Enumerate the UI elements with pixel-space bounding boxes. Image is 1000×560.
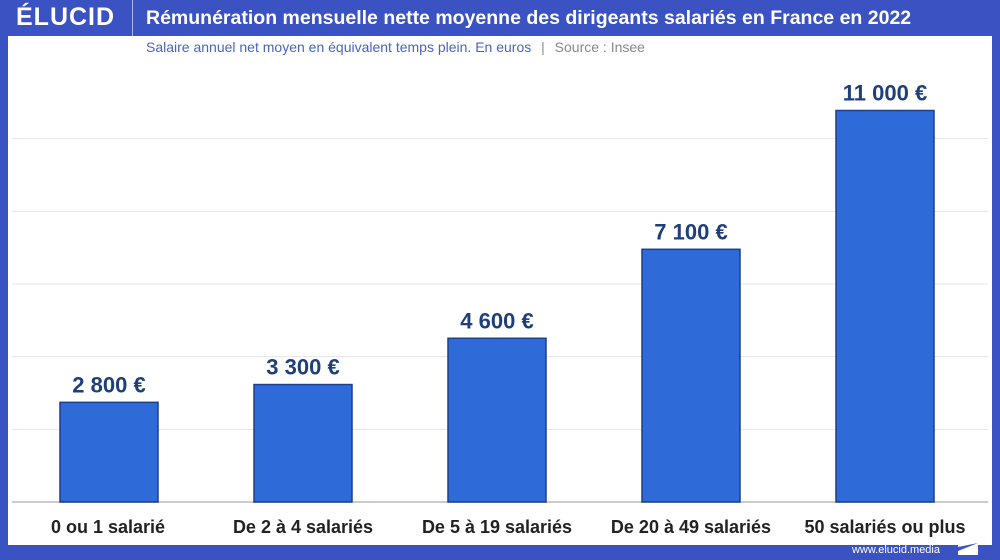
data-label: 7 100 € bbox=[654, 219, 727, 244]
data-label: 4 600 € bbox=[460, 308, 533, 333]
elucid-logo: ÉLUCID bbox=[16, 3, 116, 31]
subtitle-text: Salaire annuel net moyen en équivalent t… bbox=[146, 39, 532, 55]
x-tick-label: De 5 à 19 salariés bbox=[422, 517, 572, 537]
bar bbox=[253, 383, 353, 503]
bar bbox=[835, 109, 935, 503]
data-label: 2 800 € bbox=[72, 372, 145, 397]
x-tick-label: 50 salariés ou plus bbox=[804, 517, 965, 537]
chart-title: Rémunération mensuelle nette moyenne des… bbox=[146, 7, 912, 29]
data-label: 11 000 € bbox=[843, 80, 927, 105]
bar bbox=[447, 337, 547, 503]
data-label: 3 300 € bbox=[266, 355, 339, 380]
bar bbox=[641, 248, 741, 503]
footer-url[interactable]: www.elucid.media bbox=[851, 544, 940, 556]
x-tick-label: De 2 à 4 salariés bbox=[233, 517, 373, 537]
x-tick-label: De 20 à 49 salariés bbox=[611, 517, 771, 537]
divider bbox=[132, 0, 133, 36]
header: ÉLUCID Rémunération mensuelle nette moye… bbox=[0, 0, 1000, 36]
x-tick-label: 0 ou 1 salarié bbox=[51, 517, 165, 537]
elucid-flag-icon bbox=[958, 539, 978, 555]
chart-subtitle: Salaire annuel net moyen en équivalent t… bbox=[146, 39, 645, 55]
source-text: Source : Insee bbox=[554, 39, 645, 55]
subtitle-separator: | bbox=[541, 39, 545, 55]
bar bbox=[59, 401, 159, 503]
